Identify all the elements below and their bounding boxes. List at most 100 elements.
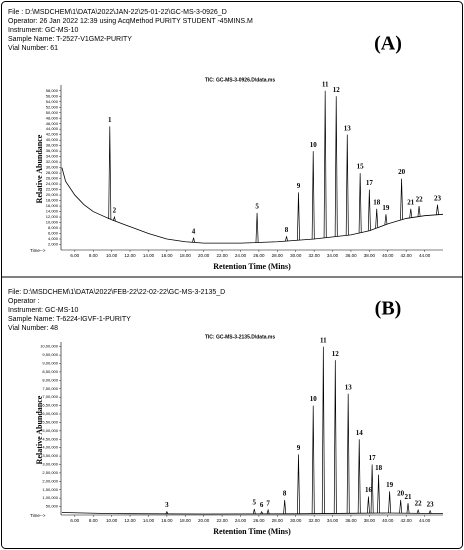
y-tick-label: 2,000	[48, 242, 59, 247]
x-tick-label: 6.00	[70, 253, 79, 258]
x-tick-label: 44.00	[419, 518, 431, 523]
peak	[165, 510, 169, 515]
peak-label: 13	[345, 383, 353, 391]
y-tick-label: 12,000	[46, 214, 59, 219]
peak	[346, 393, 350, 514]
x-tick-label: 38.00	[364, 253, 376, 258]
chart-title: TIC: GC-MS-3-0926.D\data.ms	[205, 77, 276, 83]
peak-label: 9	[297, 182, 301, 190]
panel-label: (B)	[375, 298, 402, 320]
chart-panel: File : D:\MSDCHEM\1\DATA\2022\JAN-22\25-…	[8, 9, 444, 271]
header-line: File : D:\MSDCHEM\1\DATA\2022\JAN-22\25-…	[8, 9, 227, 16]
peak-label: 5	[255, 203, 259, 211]
x-tick-label: 16.00	[161, 253, 173, 258]
y-tick-label: 9,50,000	[42, 352, 58, 357]
peak	[367, 189, 371, 231]
peak	[333, 360, 337, 514]
y-tick-label: 16,000	[46, 203, 59, 208]
x-tick-label: 36.00	[345, 253, 357, 258]
trace	[61, 167, 444, 244]
y-tick-label: 56,000	[46, 93, 59, 98]
x-tick-label: 20.00	[198, 518, 210, 523]
header-line: Instrument: GC-MS-10	[8, 307, 79, 314]
peak	[377, 474, 381, 514]
x-tick-label: 28.00	[272, 253, 284, 258]
peak	[436, 204, 439, 215]
y-tick-label: 7,50,000	[42, 386, 58, 391]
x-tick-label: 26.00	[253, 253, 265, 258]
peak	[358, 173, 362, 233]
x-tick-label: 12.00	[124, 253, 136, 258]
peak-label: 23	[427, 500, 435, 508]
peak	[399, 499, 403, 514]
y-tick-label: 2,50,000	[42, 470, 58, 475]
x-tick-label: 16.00	[161, 518, 173, 523]
peak-label: 23	[434, 194, 442, 202]
x-tick-label: 40.00	[382, 518, 394, 523]
peak	[357, 439, 361, 514]
x-tick-label: 10.00	[106, 518, 118, 523]
y-tick-label: 8,000	[48, 225, 59, 230]
peak-label: 8	[285, 226, 289, 234]
x-tick-label: 42.00	[401, 253, 413, 258]
x-tick-label: 30.00	[290, 518, 302, 523]
x-tick-label: 24.00	[235, 518, 247, 523]
header-line: Operator :	[8, 298, 40, 305]
peak	[192, 237, 195, 243]
peak-label: 17	[366, 179, 374, 187]
y-tick-label: 30,000	[46, 165, 59, 170]
peak-label: 19	[382, 204, 390, 212]
peak	[311, 405, 315, 514]
chart-title: TIC: GC-MS-3-2135.D\data.ms	[205, 334, 276, 340]
x-tick-label: 28.00	[272, 518, 284, 523]
x-tick-label: 22.00	[216, 518, 228, 523]
y-tick-label: 54,000	[46, 99, 59, 104]
header-line: Vial Number: 48	[8, 325, 58, 332]
x-tick-label: 42.00	[401, 518, 413, 523]
peak-label: 7	[266, 500, 270, 508]
y-tick-label: 32,000	[46, 159, 59, 164]
y-tick-label: 34,000	[46, 154, 59, 159]
y-tick-label: 50,000	[46, 110, 59, 115]
peak	[285, 236, 288, 242]
x-tick-label: 32.00	[308, 518, 320, 523]
y-tick-label: 52,000	[46, 104, 59, 109]
x-tick-label: 34.00	[327, 518, 339, 523]
peak	[400, 178, 404, 220]
y-tick-label: 9,00,000	[42, 361, 58, 366]
y-tick-label: 7,00,000	[42, 394, 58, 399]
y-tick-label: 4,00,000	[42, 445, 58, 450]
peak	[384, 214, 388, 225]
peak-label: 11	[320, 336, 327, 344]
peak-label: 1	[108, 116, 112, 124]
peak-label: 21	[407, 198, 415, 206]
x-tick-label: 36.00	[345, 518, 357, 523]
x-axis-title: Retention Time (Mins)	[213, 262, 291, 271]
y-tick-label: 5,50,000	[42, 419, 58, 424]
header-line: Instrument: GC-MS-10	[8, 27, 79, 34]
x-axis-title: Retention Time (Mins)	[213, 527, 291, 536]
peak	[366, 496, 370, 514]
peak	[417, 206, 421, 217]
x-tick-label: 32.00	[308, 253, 320, 258]
y-tick-label: 10,000	[46, 220, 59, 225]
y-tick-label: 46,000	[46, 121, 59, 126]
peak	[108, 126, 112, 219]
header-line: Sample Name: T-2527-V1GM2-PURITY	[8, 36, 132, 43]
peak	[409, 208, 413, 218]
y-tick-label: 6,00,000	[42, 411, 58, 416]
peak	[255, 212, 259, 243]
x-tick-label: 34.00	[327, 253, 339, 258]
peak-label: 16	[365, 486, 373, 494]
peak-label: 9	[297, 444, 301, 452]
peak-label: 17	[369, 454, 377, 462]
x-tick-label: 10.00	[106, 253, 118, 258]
y-tick-label: 18,000	[46, 198, 59, 203]
peak-label: 8	[283, 489, 287, 497]
peak-label: 19	[386, 481, 394, 489]
peak-label: 22	[415, 500, 423, 508]
peak-label: 18	[373, 198, 381, 206]
time-label: Time-->	[30, 513, 46, 518]
y-tick-label: 42,000	[46, 132, 59, 137]
y-tick-label: 20,000	[46, 192, 59, 197]
